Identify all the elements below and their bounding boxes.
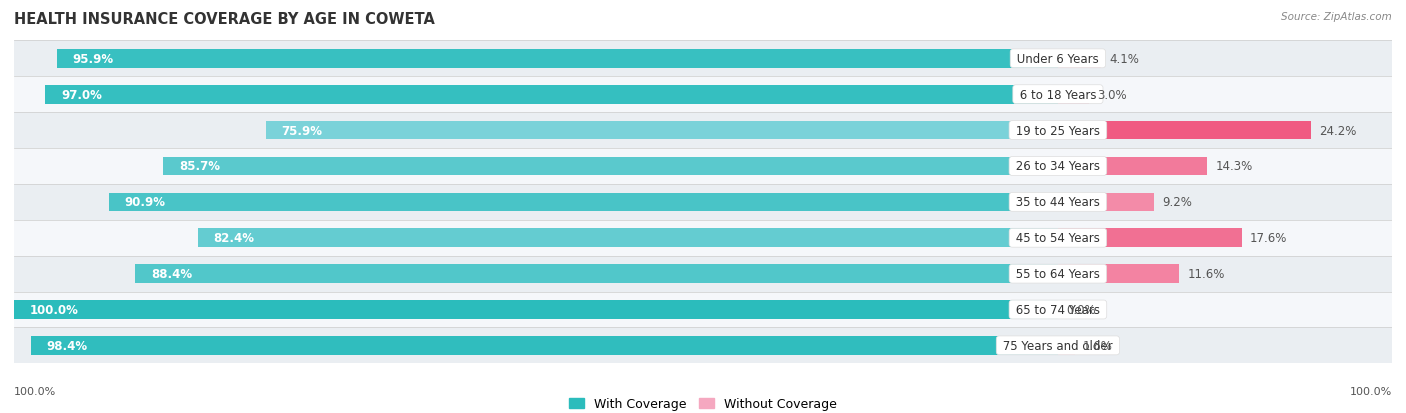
Bar bbox=[135, 265, 1057, 283]
Text: 6 to 18 Years: 6 to 18 Years bbox=[1015, 88, 1099, 102]
Bar bbox=[1057, 265, 1180, 283]
Text: 97.0%: 97.0% bbox=[60, 88, 101, 102]
Bar bbox=[14, 113, 1392, 149]
Bar bbox=[14, 41, 1392, 77]
Bar bbox=[110, 193, 1057, 212]
Text: 14.3%: 14.3% bbox=[1216, 160, 1253, 173]
Bar bbox=[163, 157, 1057, 176]
Text: 9.2%: 9.2% bbox=[1163, 196, 1192, 209]
Text: Under 6 Years: Under 6 Years bbox=[1014, 53, 1102, 66]
Text: 0.0%: 0.0% bbox=[1066, 303, 1095, 316]
Text: 4.1%: 4.1% bbox=[1109, 53, 1139, 66]
Text: 100.0%: 100.0% bbox=[30, 303, 79, 316]
Text: HEALTH INSURANCE COVERAGE BY AGE IN COWETA: HEALTH INSURANCE COVERAGE BY AGE IN COWE… bbox=[14, 12, 434, 27]
Bar bbox=[31, 336, 1057, 355]
Text: 98.4%: 98.4% bbox=[46, 339, 87, 352]
Text: 90.9%: 90.9% bbox=[125, 196, 166, 209]
Text: 3.0%: 3.0% bbox=[1098, 88, 1128, 102]
Text: 35 to 44 Years: 35 to 44 Years bbox=[1012, 196, 1104, 209]
Text: 24.2%: 24.2% bbox=[1319, 124, 1357, 137]
Bar bbox=[1057, 193, 1154, 212]
Text: 26 to 34 Years: 26 to 34 Years bbox=[1012, 160, 1104, 173]
Bar bbox=[1057, 85, 1090, 104]
Bar bbox=[14, 77, 1392, 113]
Text: 55 to 64 Years: 55 to 64 Years bbox=[1012, 268, 1104, 280]
Bar bbox=[14, 292, 1392, 328]
Bar bbox=[198, 229, 1057, 247]
Bar bbox=[1057, 121, 1310, 140]
Text: 100.0%: 100.0% bbox=[14, 387, 56, 396]
Bar bbox=[14, 149, 1392, 185]
Bar bbox=[266, 121, 1057, 140]
Text: 95.9%: 95.9% bbox=[73, 53, 114, 66]
Bar bbox=[14, 220, 1392, 256]
Text: 88.4%: 88.4% bbox=[150, 268, 193, 280]
Bar bbox=[14, 328, 1392, 363]
Bar bbox=[14, 256, 1392, 292]
Text: 75 Years and older: 75 Years and older bbox=[1000, 339, 1116, 352]
Text: Source: ZipAtlas.com: Source: ZipAtlas.com bbox=[1281, 12, 1392, 22]
Bar bbox=[1057, 157, 1208, 176]
Text: 19 to 25 Years: 19 to 25 Years bbox=[1012, 124, 1104, 137]
Bar bbox=[14, 185, 1392, 220]
Legend: With Coverage, Without Coverage: With Coverage, Without Coverage bbox=[564, 392, 842, 413]
Text: 17.6%: 17.6% bbox=[1250, 232, 1288, 244]
Text: 85.7%: 85.7% bbox=[179, 160, 219, 173]
Bar bbox=[1057, 50, 1101, 69]
Text: 45 to 54 Years: 45 to 54 Years bbox=[1012, 232, 1104, 244]
Bar bbox=[1057, 336, 1074, 355]
Text: 75.9%: 75.9% bbox=[281, 124, 322, 137]
Text: 82.4%: 82.4% bbox=[214, 232, 254, 244]
Text: 100.0%: 100.0% bbox=[1350, 387, 1392, 396]
Text: 11.6%: 11.6% bbox=[1187, 268, 1225, 280]
Bar bbox=[56, 50, 1057, 69]
Text: 1.6%: 1.6% bbox=[1083, 339, 1112, 352]
Bar bbox=[14, 300, 1057, 319]
Bar bbox=[45, 85, 1057, 104]
Text: 65 to 74 Years: 65 to 74 Years bbox=[1012, 303, 1104, 316]
Bar bbox=[1057, 229, 1241, 247]
